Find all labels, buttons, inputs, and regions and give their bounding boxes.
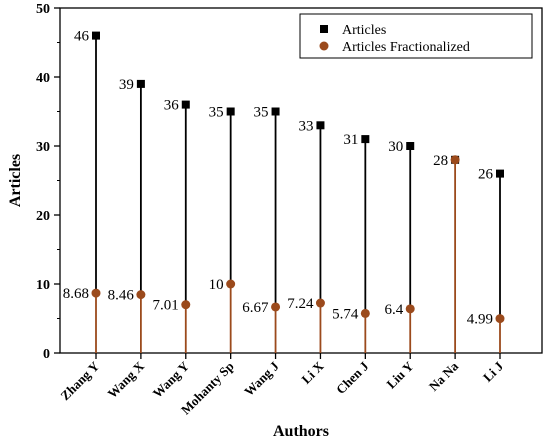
- data-label-articles: 35: [254, 105, 269, 121]
- marker-articles: [361, 135, 370, 144]
- data-label-fractionalized: 4.99: [467, 312, 493, 328]
- data-label-fractionalized: 8.68: [63, 286, 89, 302]
- legend: Articles Articles Fractionalized: [299, 13, 533, 59]
- data-label-fractionalized: 7.01: [153, 298, 179, 314]
- data-label-fractionalized: 6.4: [384, 302, 403, 318]
- data-label-articles: 31: [343, 132, 358, 148]
- x-tick-label: Chen J: [333, 358, 372, 397]
- x-tick-label: Na Na: [426, 358, 462, 394]
- data-label-articles: 26: [478, 167, 494, 183]
- y-tick-label: 40: [36, 71, 50, 86]
- data-label-articles: 46: [74, 29, 90, 45]
- data-label-articles: 28: [433, 153, 448, 169]
- x-tick-label: Liu Y: [383, 358, 416, 391]
- legend-box: [299, 13, 533, 59]
- labels: 46 8.68 39 8.46 36 7.01 35 10 35 6.67 33 7.24 31 5.74…: [63, 29, 494, 328]
- data-label-fractionalized: 6.67: [242, 300, 269, 316]
- y-axis-title: Articles: [7, 154, 24, 207]
- data-label-fractionalized: 8.46: [108, 288, 135, 304]
- marker-articles: [92, 31, 100, 40]
- data-label-fractionalized: 10: [209, 277, 224, 293]
- data-label-fractionalized: 5.74: [332, 306, 359, 322]
- marker-articles: [181, 100, 190, 109]
- x-tick-label: Li X: [298, 358, 327, 387]
- marker-articles-fractionalized: [495, 314, 505, 324]
- x-tick-label: Wang Y: [150, 358, 193, 401]
- y-tick-label: 10: [36, 278, 50, 293]
- marker-articles-fractionalized: [315, 298, 325, 308]
- marker-articles: [136, 79, 145, 88]
- x-axis-title: Authors: [273, 423, 329, 440]
- marker-articles: [316, 121, 325, 130]
- legend-label-articles: Articles: [342, 23, 386, 38]
- y-tick-label: 30: [36, 140, 50, 155]
- x-tick-label: Zhang Y: [57, 358, 102, 403]
- marker-articles-fractionalized: [136, 290, 146, 300]
- marker-articles: [271, 107, 280, 116]
- x-tick-label: Li J: [480, 358, 507, 385]
- y-tick-label: 20: [36, 209, 50, 224]
- marker-articles-fractionalized: [405, 304, 415, 314]
- data-label-articles: 39: [119, 77, 134, 93]
- marker-articles: [226, 107, 235, 116]
- data-label-articles: 36: [164, 98, 180, 114]
- y-tick-label: 0: [43, 347, 50, 362]
- marker-articles-fractionalized: [226, 279, 236, 289]
- marker-articles: [406, 142, 415, 150]
- x-tick-label: Wang X: [104, 358, 147, 401]
- y-tick-label: 50: [36, 2, 50, 17]
- x-tick-label: Wang J: [241, 358, 282, 399]
- stems: [95, 35, 501, 353]
- legend-label-fractionalized: Articles Fractionalized: [342, 40, 470, 55]
- marker-articles-fractionalized: [360, 308, 370, 318]
- marker-articles-fractionalized: [181, 300, 191, 310]
- data-label-articles: 35: [209, 105, 224, 121]
- data-label-articles: 30: [388, 139, 403, 155]
- legend-marker-fractionalized: [319, 41, 329, 51]
- marks: [91, 31, 505, 324]
- marker-articles: [496, 169, 504, 178]
- marker-articles-fractionalized: [91, 288, 101, 298]
- data-label-fractionalized: 7.24: [287, 296, 314, 312]
- marker-articles-fractionalized: [271, 302, 281, 312]
- data-label-articles: 33: [298, 118, 313, 134]
- legend-marker-articles: [320, 25, 328, 33]
- marker-articles-fractionalized: [450, 155, 460, 165]
